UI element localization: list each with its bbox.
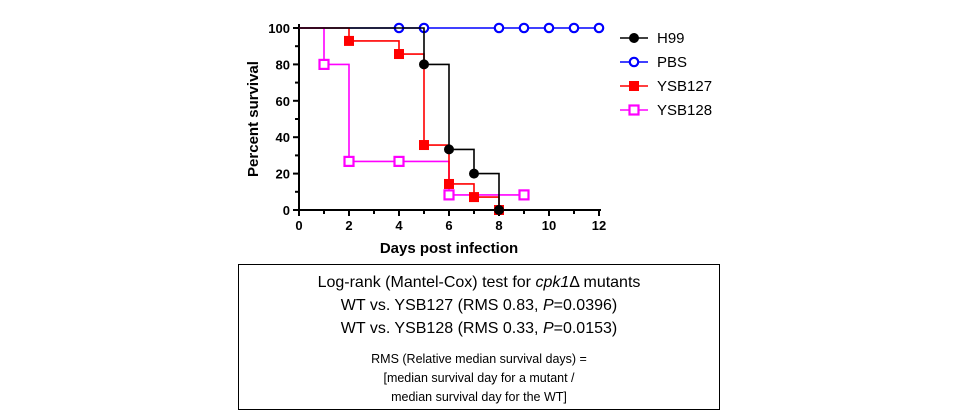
series-ysb127	[299, 27, 504, 215]
series-line-ysb128	[299, 27, 524, 196]
data-point-h99	[494, 205, 504, 215]
x-tick-label: 6	[445, 218, 452, 233]
data-point-ysb128	[443, 189, 455, 201]
data-point-pbs	[543, 22, 555, 34]
rms-formula-numerator: [median survival day for a mutant /	[383, 371, 575, 385]
stats-comparison-ysb128: WT vs. YSB128 (RMS 0.33, P=0.0153)	[340, 320, 618, 337]
data-point-ysb127	[344, 35, 354, 46]
survival-chart: 0 2 4 6 8 10 12 0 20 40 60 80 100 Days post infection…	[245, 21, 712, 257]
legend-item-ysb128: YSB128	[620, 102, 712, 119]
y-axis-title: Percent survival	[245, 61, 262, 177]
data-point-pbs	[518, 22, 530, 34]
legend-label-pbs: PBS	[657, 54, 687, 71]
legend-marker-h99	[629, 33, 639, 43]
data-point-pbs	[493, 22, 505, 34]
data-point-ysb128	[393, 155, 405, 168]
stats-comparison-ysb127: WT vs. YSB127 (RMS 0.83, P=0.0396)	[340, 297, 618, 314]
data-point-ysb127	[444, 178, 454, 189]
y-tick-label: 100	[268, 21, 290, 36]
data-point-ysb127	[419, 140, 429, 151]
stats-box: Log-rank (Mantel-Cox) test for cpk1Δ mut…	[238, 264, 720, 410]
data-point-ysb128	[318, 58, 330, 71]
data-point-h99	[469, 168, 479, 179]
data-point-ysb127	[394, 49, 404, 60]
x-tick-label: 4	[395, 218, 403, 233]
legend-marker-ysb128	[628, 104, 640, 116]
x-tick-label: 12	[592, 218, 606, 233]
data-point-h99	[444, 144, 454, 155]
legend-item-pbs: PBS	[620, 54, 687, 71]
y-tick-label: 80	[276, 57, 290, 72]
chart-legend: H99 PBS YSB127 YSB128	[620, 30, 712, 119]
legend-item-ysb127: YSB127	[620, 78, 712, 95]
series-ysb128	[299, 27, 530, 201]
data-point-h99	[419, 59, 429, 70]
rms-definition: RMS (Relative median survival days) =	[371, 352, 587, 366]
y-tick-label: 40	[276, 130, 290, 145]
chart-axes: 0 2 4 6 8 10 12 0 20 40 60 80 100 Days post infection…	[245, 21, 606, 257]
stats-title: Log-rank (Mantel-Cox) test for cpk1Δ mut…	[317, 274, 641, 291]
x-tick-label: 8	[495, 218, 502, 233]
y-tick-label: 0	[283, 203, 290, 218]
data-point-ysb127	[469, 192, 479, 203]
legend-label-h99: H99	[657, 30, 685, 47]
rms-formula-denominator: median survival day for the WT]	[391, 390, 567, 404]
chart-series	[299, 22, 605, 215]
legend-item-h99: H99	[620, 30, 685, 47]
y-tick-label: 20	[276, 167, 290, 182]
legend-label-ysb128: YSB128	[657, 102, 712, 119]
y-tick-label: 60	[276, 94, 290, 109]
series-h99	[299, 27, 504, 215]
x-tick-label: 0	[295, 218, 302, 233]
legend-marker-pbs	[628, 56, 640, 68]
x-axis-title: Days post infection	[380, 240, 518, 257]
x-tick-label: 2	[345, 218, 352, 233]
x-tick-label: 10	[542, 218, 556, 233]
legend-marker-ysb127	[629, 81, 639, 91]
data-point-ysb128	[518, 189, 530, 201]
data-point-pbs	[593, 22, 605, 34]
data-point-ysb128	[343, 155, 355, 168]
legend-label-ysb127: YSB127	[657, 78, 712, 95]
data-point-pbs	[568, 22, 580, 34]
